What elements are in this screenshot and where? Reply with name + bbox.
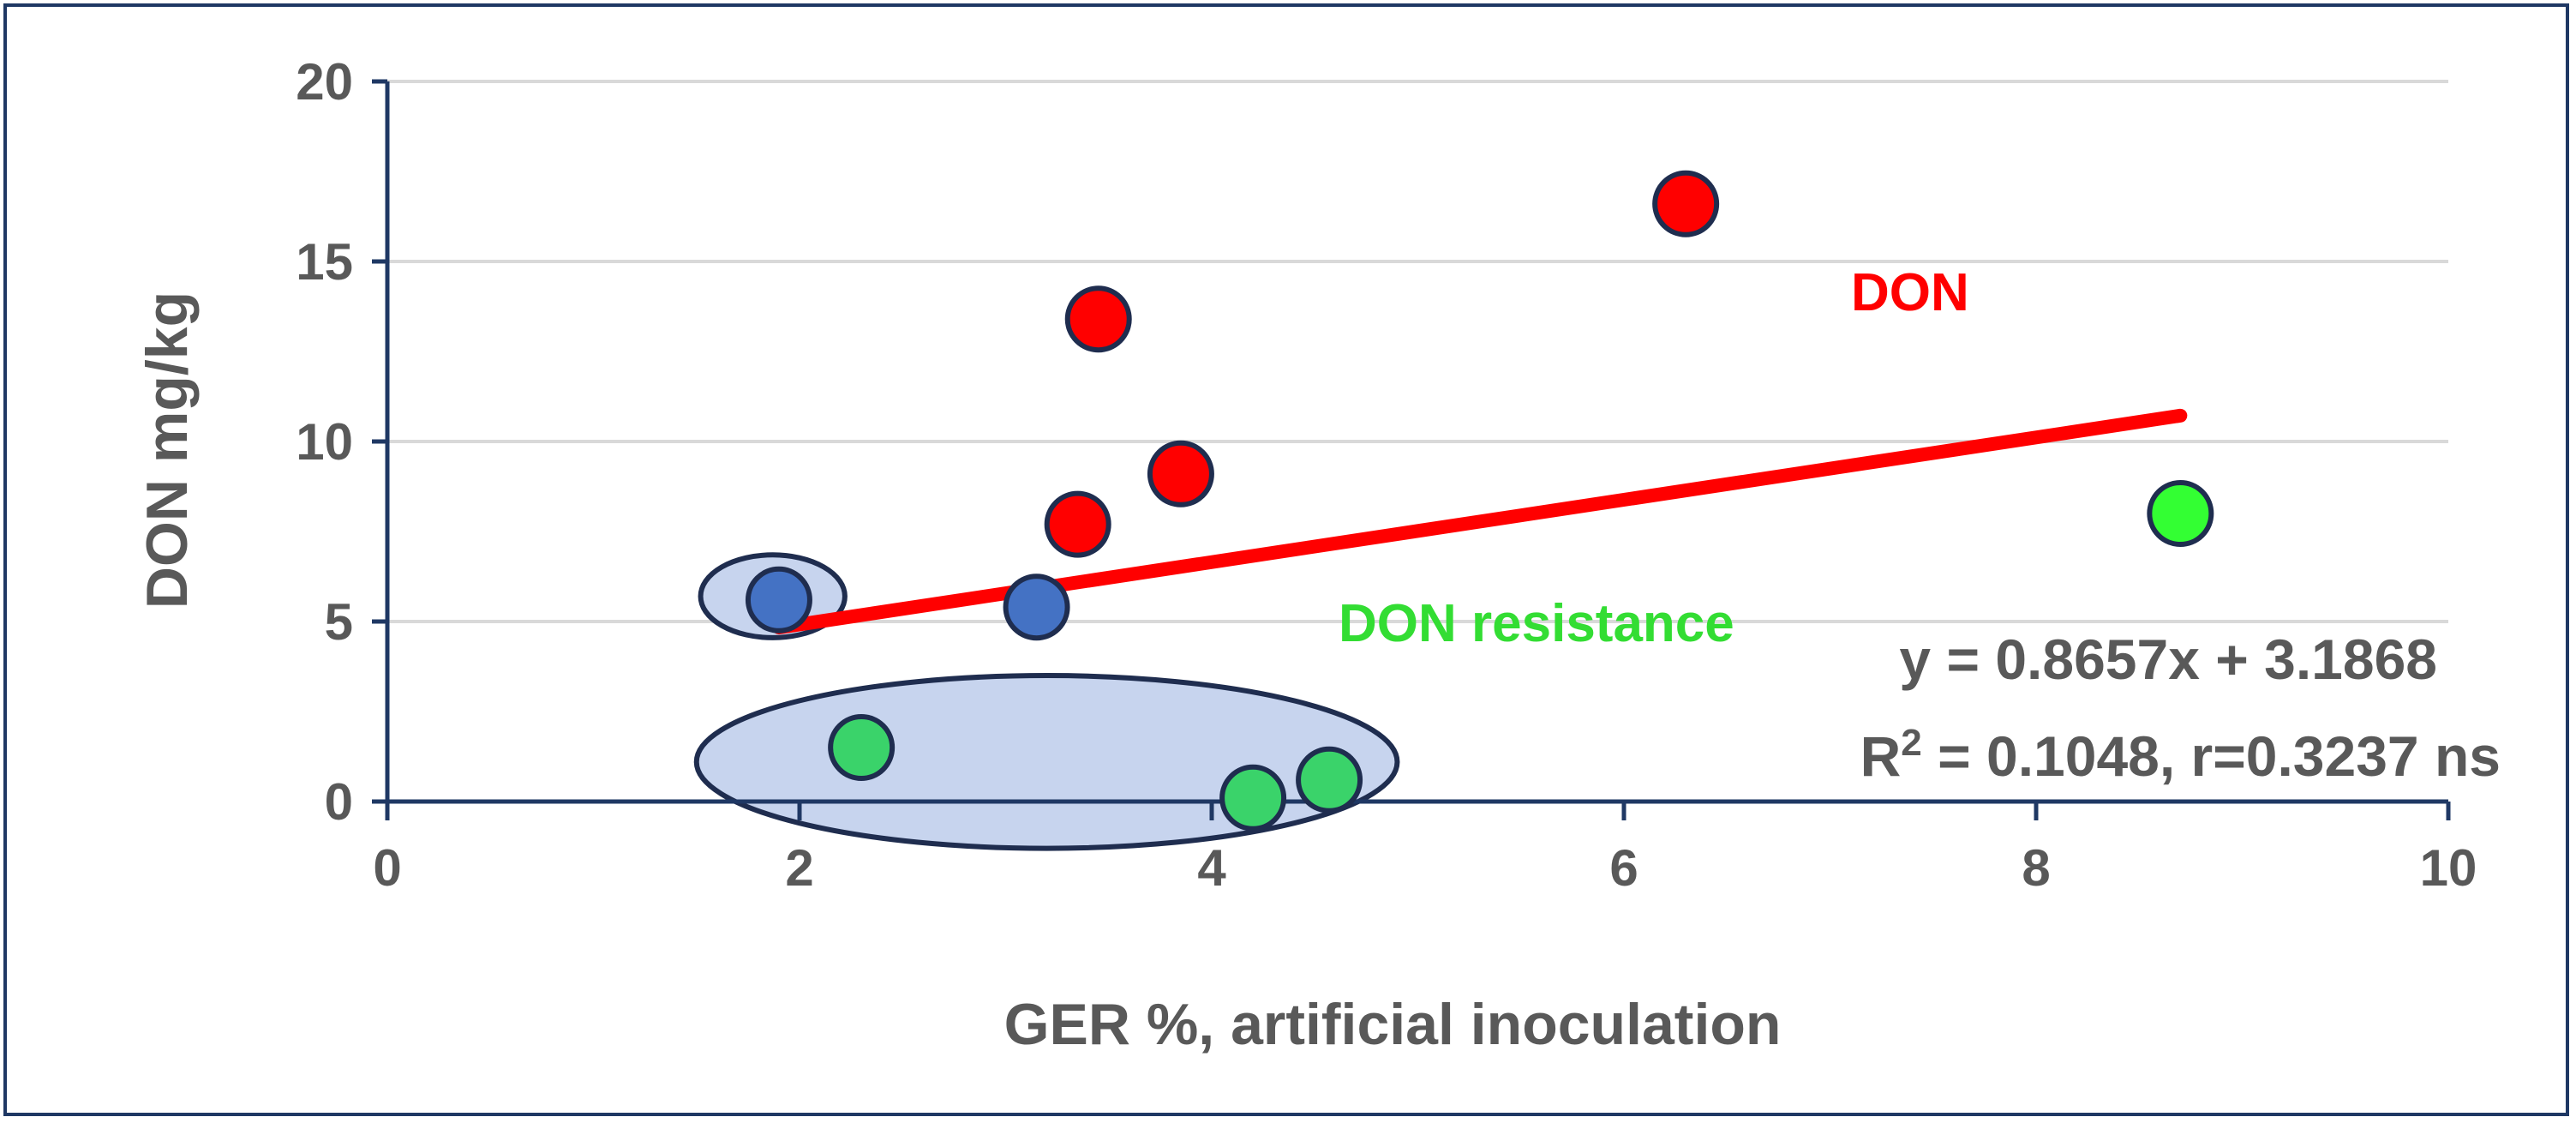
x-tick-label-8: 8 xyxy=(2022,839,2050,897)
point-don-0 xyxy=(1064,285,1132,353)
x-tick-label-6: 6 xyxy=(1609,839,1638,897)
text-layer: DON DON resistance y = 0.8657x + 3.1868 … xyxy=(135,263,2501,1057)
y-axis-title: DON mg/kg xyxy=(135,291,200,609)
x-tick-label-2: 2 xyxy=(785,839,813,897)
point-blue-1 xyxy=(1003,574,1070,641)
point-layer xyxy=(745,170,2214,832)
x-axis-title: GER %, artificial inoculation xyxy=(1004,992,1782,1057)
point-don-3 xyxy=(1652,170,1720,237)
point-don-resistance-2 xyxy=(1296,746,1363,814)
x-tick-label-0: 0 xyxy=(373,839,401,897)
y-tick-label-10: 10 xyxy=(296,413,353,471)
point-don-resistance-3 xyxy=(2147,480,2214,547)
green-group-ellipse xyxy=(693,673,1400,851)
y-tick-label-5: 5 xyxy=(325,593,353,651)
r-squared-label: R2 = 0.1048, r=0.3237 ns xyxy=(1860,722,2501,788)
point-don-2 xyxy=(1147,440,1214,507)
point-blue-0 xyxy=(745,566,812,634)
don-series-label: DON xyxy=(1851,263,1969,322)
y-tick-label-0: 0 xyxy=(325,773,353,831)
chart-frame xyxy=(3,3,2569,1116)
trendline-equation: y = 0.8657x + 3.1868 xyxy=(1899,628,2437,691)
x-tick-label-10: 10 xyxy=(2420,839,2477,897)
point-don-1 xyxy=(1044,490,1111,558)
y-tick-label-20: 20 xyxy=(296,53,353,111)
grid-layer xyxy=(387,80,2448,623)
r2-prefix: R xyxy=(1860,724,1902,788)
point-don-resistance-1 xyxy=(1219,764,1287,832)
don-resistance-label: DON resistance xyxy=(1339,594,1734,653)
r2-superscript: 2 xyxy=(1901,722,1921,764)
axis-layer: 0 5 10 15 20 0 2 4 6 8 10 xyxy=(296,53,2477,897)
r2-rest: = 0.1048, r=0.3237 ns xyxy=(1922,724,2501,788)
point-don-resistance-0 xyxy=(828,714,896,781)
x-tick-label-4: 4 xyxy=(1197,839,1226,897)
y-tick-label-15: 15 xyxy=(296,233,353,291)
